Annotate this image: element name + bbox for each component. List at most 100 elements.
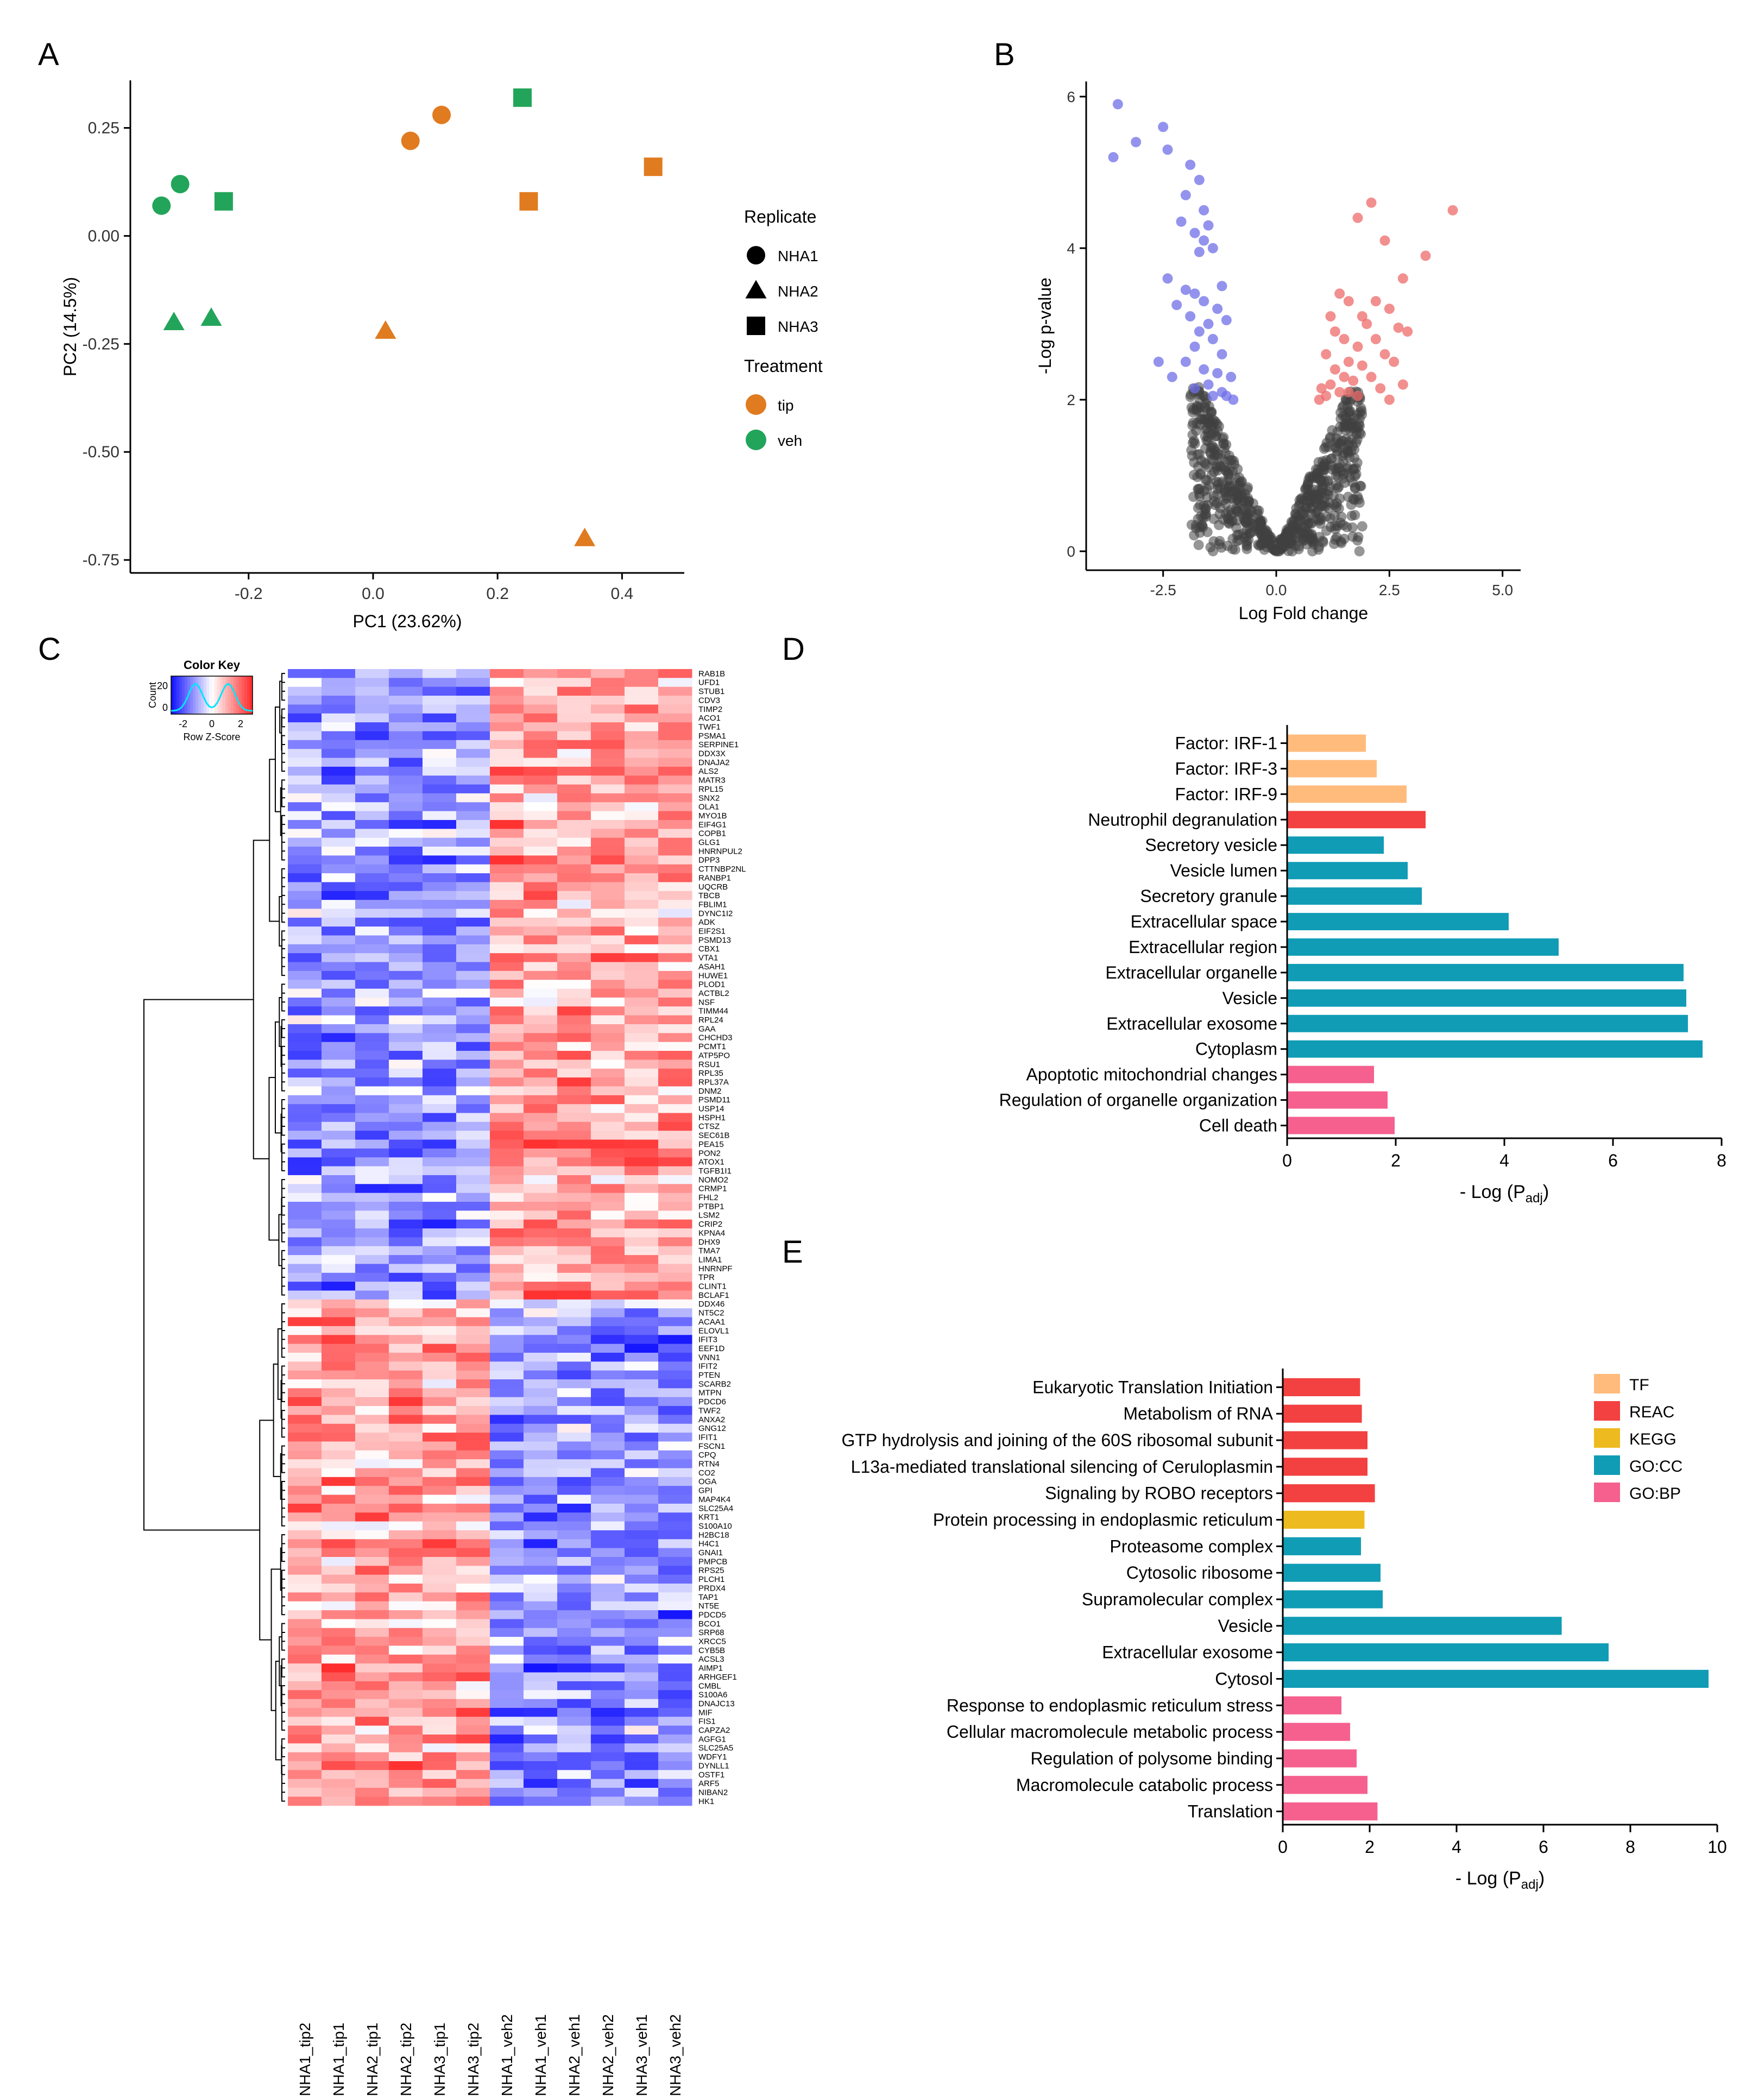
- heatmap-cell: [288, 1086, 322, 1096]
- legend-swatch: [1594, 1455, 1620, 1475]
- heatmap-cell: [625, 766, 659, 776]
- heatmap-cell: [322, 1317, 356, 1327]
- heatmap-cell: [524, 891, 558, 900]
- heatmap-cell: [355, 1379, 389, 1389]
- volcano-down-point: [1171, 300, 1182, 311]
- heatmap-cell: [490, 1219, 524, 1229]
- heatmap-cell: [322, 1157, 356, 1167]
- heatmap-cell: [389, 1104, 423, 1113]
- y-tick-label: 0: [1067, 543, 1075, 560]
- heatmap-cell: [524, 1566, 558, 1575]
- heatmap-cell: [355, 1574, 389, 1584]
- heatmap-cell: [658, 988, 692, 998]
- heatmap-cell: [658, 1566, 692, 1575]
- heatmap-cell: [524, 1735, 558, 1744]
- heatmap-cell: [322, 1450, 356, 1460]
- volcano-ns-point: [1338, 520, 1348, 531]
- volcano-up-point: [1343, 387, 1354, 398]
- heatmap-cell: [490, 1690, 524, 1700]
- heatmap-cell: [524, 1344, 558, 1353]
- heatmap-cell: [524, 696, 558, 705]
- heatmap-cell: [423, 686, 457, 696]
- heatmap-cell: [490, 1060, 524, 1069]
- heatmap-cell: [423, 1166, 457, 1176]
- heatmap-cell: [490, 1645, 524, 1655]
- volcano-down-point: [1180, 190, 1191, 200]
- heatmap-cell: [490, 793, 524, 803]
- heatmap-row-label: CBX1: [698, 944, 720, 954]
- heatmap-row-label: USP14: [698, 1105, 724, 1114]
- volcano-down-point: [1203, 379, 1214, 390]
- heatmap-cell: [288, 1255, 322, 1264]
- heatmap-cell: [389, 1628, 423, 1637]
- x-tick-label: 4: [1452, 1837, 1461, 1857]
- heatmap-cell: [389, 1690, 423, 1700]
- heatmap-cell: [658, 819, 692, 829]
- color-key-swatch: [242, 676, 245, 714]
- dendrogram-branch: [281, 1738, 285, 1752]
- heatmap-cell: [423, 1433, 457, 1442]
- heatmap-cell: [423, 1175, 457, 1184]
- heatmap-row-label: PTEN: [698, 1371, 720, 1380]
- heatmap-cell: [557, 1361, 591, 1371]
- heatmap-cell: [423, 1317, 457, 1327]
- volcano-ns-point: [1256, 517, 1266, 528]
- heatmap-cell: [524, 1548, 558, 1557]
- heatmap-cell: [322, 1637, 356, 1646]
- heatmap-cell: [322, 1210, 356, 1220]
- heatmap-cell: [456, 980, 490, 989]
- heatmap-cell: [389, 980, 423, 989]
- heatmap-cell: [389, 1095, 423, 1105]
- heatmap-cell: [456, 837, 490, 847]
- dendrogram-branch: [274, 1021, 281, 1134]
- heatmap-cell: [658, 1352, 692, 1362]
- heatmap-row-label: S100A10: [698, 1522, 732, 1531]
- heatmap-cell: [625, 1051, 659, 1060]
- heatmap-row-label: ASAH1: [698, 962, 725, 972]
- heatmap-cell: [658, 1574, 692, 1584]
- heatmap-cell: [625, 1308, 659, 1318]
- heatmap-cell: [322, 970, 356, 980]
- volcano-down-point: [1167, 371, 1177, 382]
- heatmap-cell: [423, 784, 457, 794]
- color-key-swatch: [196, 676, 199, 714]
- heatmap-cell: [322, 1175, 356, 1184]
- heatmap-cell: [524, 1051, 558, 1060]
- heatmap-cell: [658, 1077, 692, 1087]
- heatmap-cell: [490, 1051, 524, 1060]
- heatmap-cell: [288, 1628, 322, 1637]
- heatmap-cell: [389, 1139, 423, 1149]
- heatmap-cell: [625, 1796, 659, 1806]
- heatmap-cell: [389, 1619, 423, 1629]
- heatmap-cell: [490, 1184, 524, 1194]
- heatmap-cell: [423, 696, 457, 705]
- heatmap-cell: [524, 1530, 558, 1540]
- heatmap-cell: [524, 1335, 558, 1345]
- heatmap-cell: [625, 1015, 659, 1025]
- heatmap-cell: [423, 1060, 457, 1069]
- heatmap-cell: [355, 1433, 389, 1442]
- volcano-ns-point: [1199, 457, 1210, 468]
- pca-point: [214, 192, 233, 211]
- heatmap-row-label: VTA1: [698, 954, 718, 963]
- volcano-ns-point: [1231, 522, 1242, 533]
- heatmap-row-label: SLC25A4: [698, 1504, 733, 1513]
- volcano-up-point: [1325, 379, 1336, 390]
- heatmap-cell: [389, 1264, 423, 1273]
- bar-category-label: Extracellular exosome: [1106, 1014, 1277, 1033]
- x-tick-label: 0.2: [486, 585, 509, 603]
- heatmap-cell: [322, 1699, 356, 1708]
- heatmap-cell: [490, 1628, 524, 1637]
- volcano-up-point: [1370, 333, 1381, 344]
- volcano-ns-point: [1322, 476, 1333, 487]
- volcano-up-point: [1389, 356, 1400, 367]
- heatmap-row-label: PLOD1: [698, 980, 725, 989]
- heatmap-row-label: PON2: [698, 1149, 721, 1158]
- heatmap-cell: [423, 864, 457, 874]
- heatmap-cell: [423, 1139, 457, 1149]
- bar-d: [1287, 734, 1366, 752]
- heatmap-cell: [490, 1433, 524, 1442]
- heatmap-cell: [625, 1788, 659, 1797]
- heatmap-cell: [423, 1219, 457, 1229]
- heatmap-cell: [288, 1219, 322, 1229]
